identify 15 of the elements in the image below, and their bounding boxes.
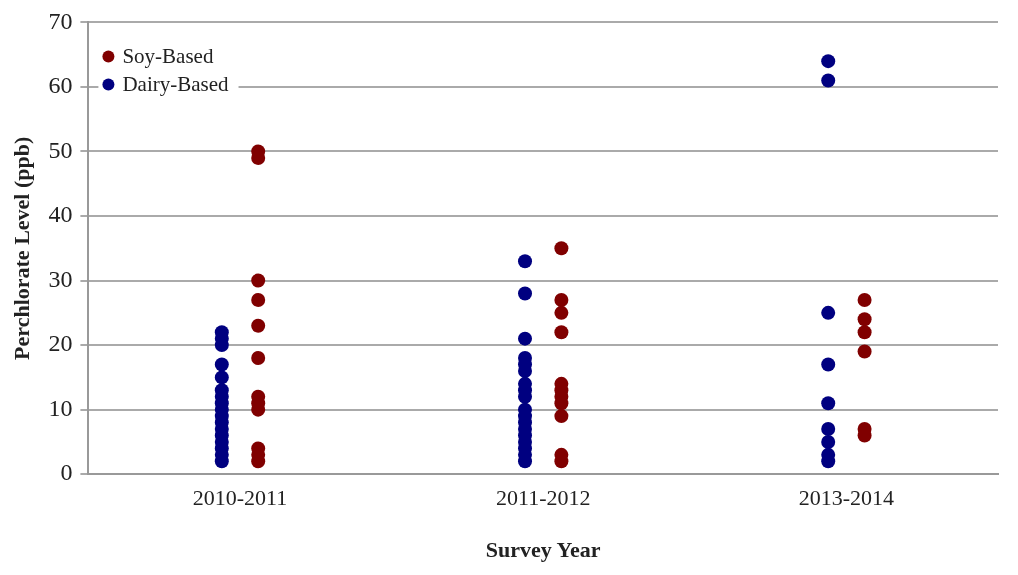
x-axis-title: Survey Year xyxy=(485,537,601,563)
legend-label: Dairy-Based xyxy=(122,71,230,96)
y-tick-label: 50 xyxy=(48,136,73,163)
x-tick-label: 2013-2014 xyxy=(798,485,895,511)
x-tick-label: 2010-2011 xyxy=(192,485,288,511)
y-tick-label: 10 xyxy=(48,394,73,421)
legend-label: Soy-Based xyxy=(122,43,214,68)
x-tick-label: 2011-2012 xyxy=(495,485,591,511)
y-tick-label: 40 xyxy=(48,201,73,228)
y-tick-label: 30 xyxy=(48,265,73,292)
y-tick-label: 60 xyxy=(48,72,73,99)
y-tick-label: 20 xyxy=(48,330,73,357)
y-tick-label: 0 xyxy=(60,459,73,486)
y-tick-label: 70 xyxy=(48,7,73,34)
y-axis-title: Perchlorate Level (ppb) xyxy=(8,136,34,360)
